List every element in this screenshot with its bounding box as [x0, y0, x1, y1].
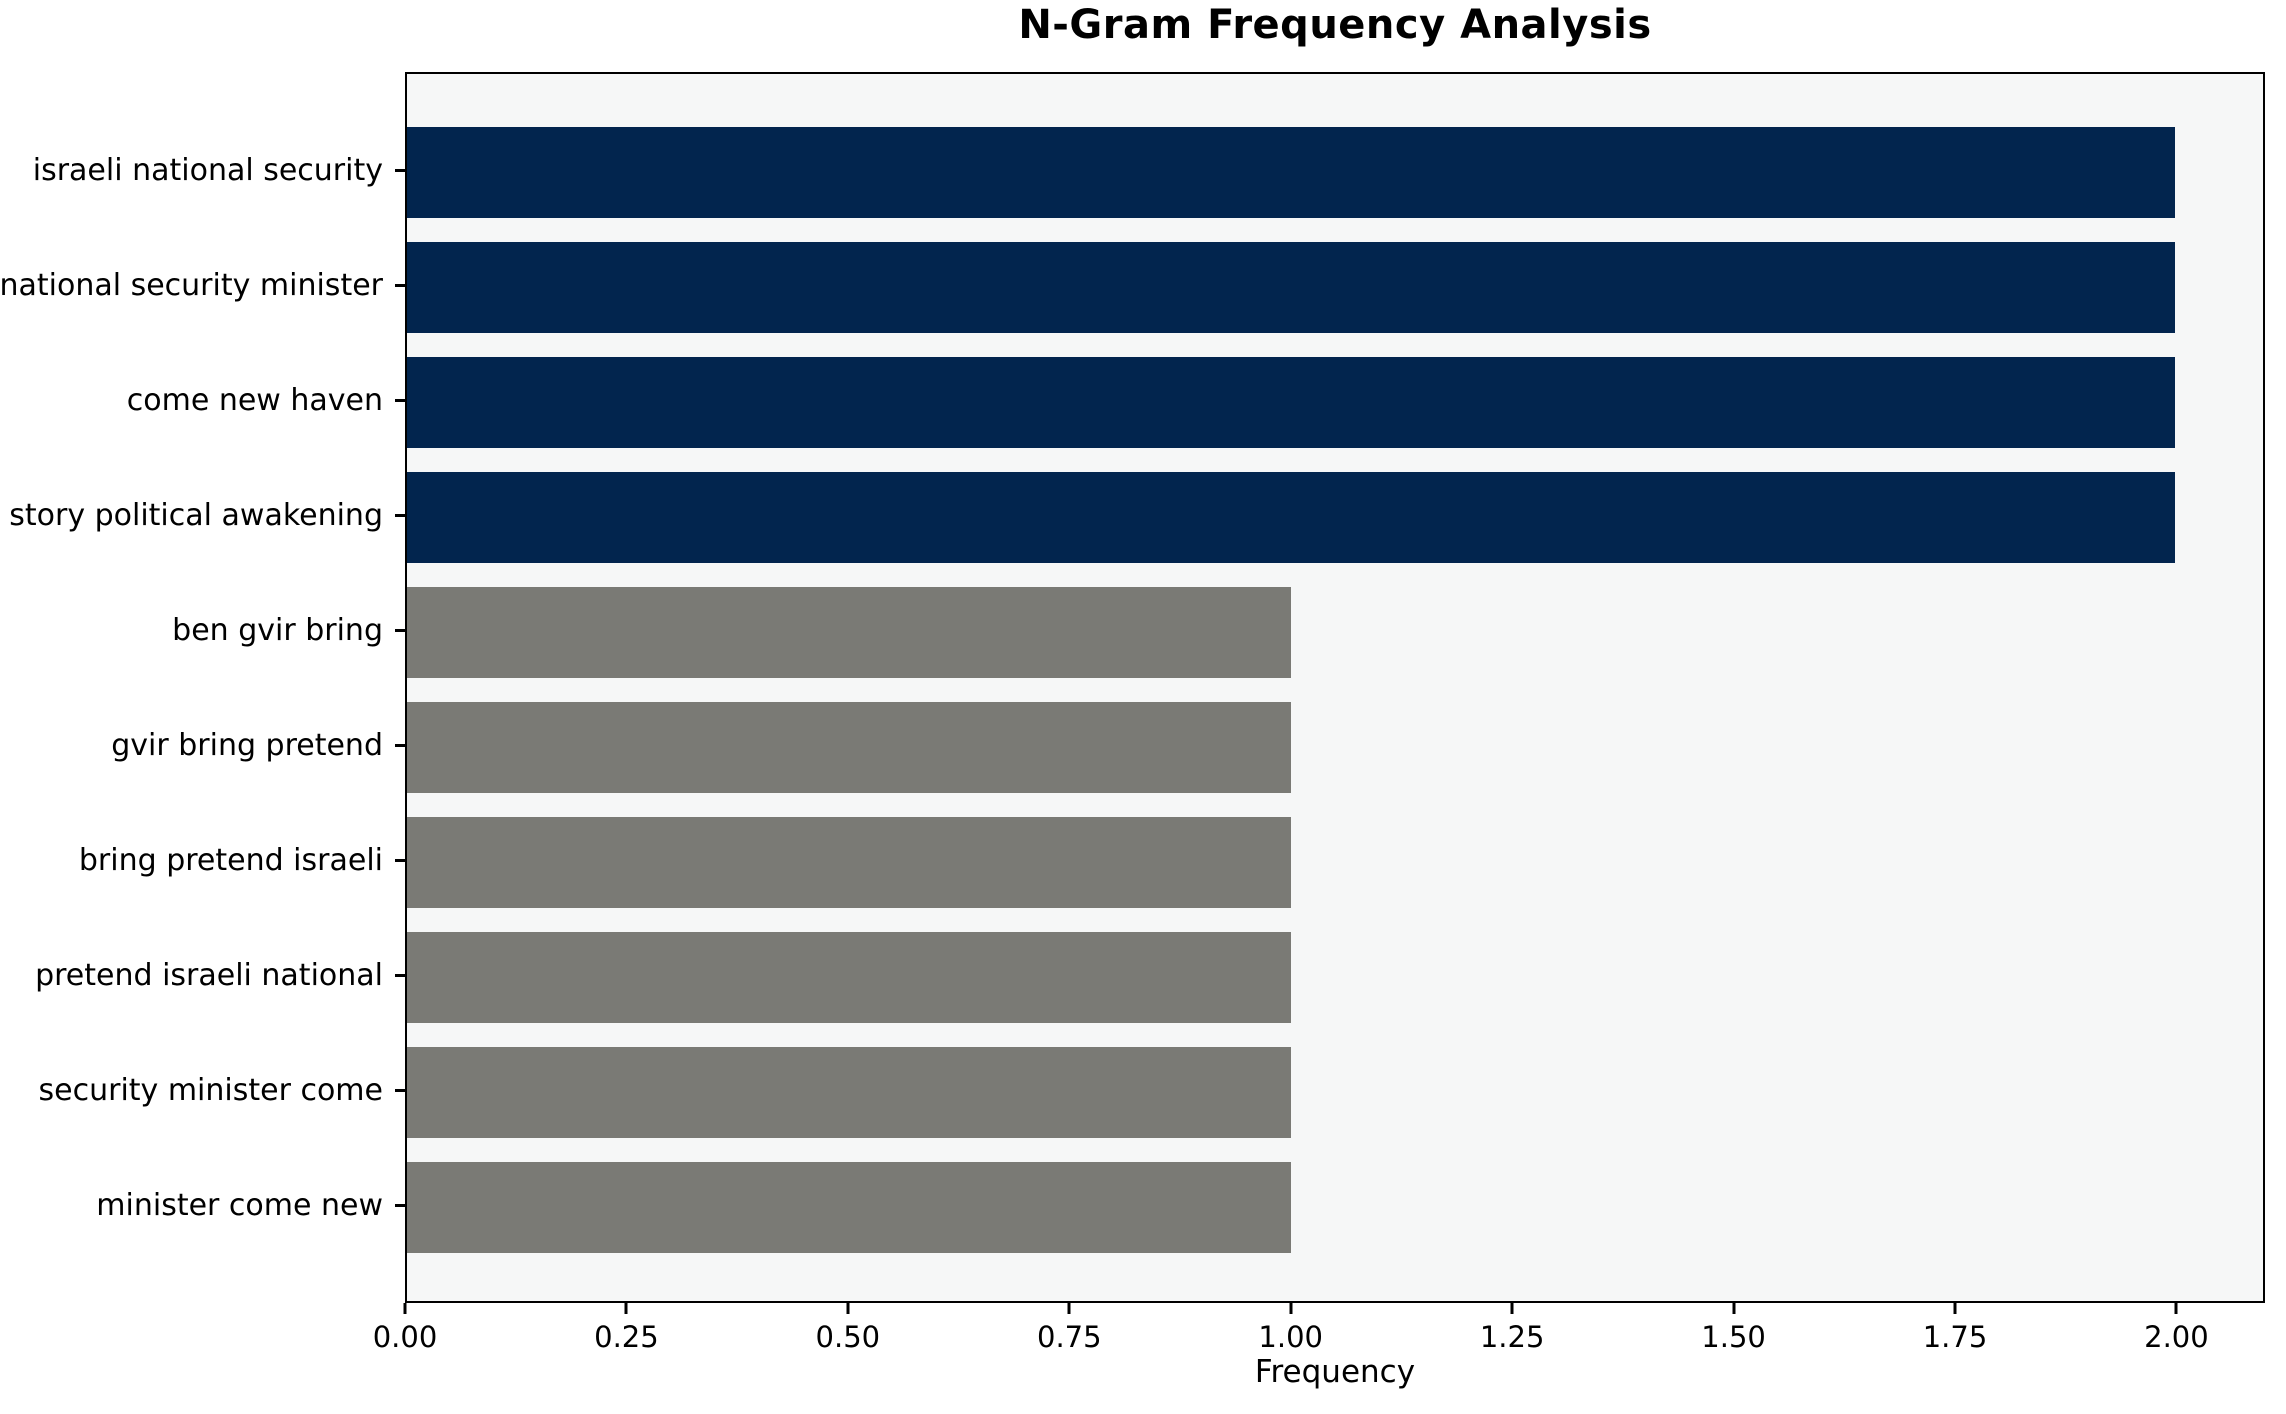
- y-tick-label: security minister come: [38, 1073, 383, 1108]
- y-row: story political awakening: [0, 458, 405, 573]
- x-tick-label: 1.25: [1479, 1320, 1545, 1354]
- x-axis-title: Frequency: [1254, 1354, 1416, 1390]
- y-tick-label: come new haven: [126, 383, 383, 418]
- y-tick-label: minister come new: [96, 1188, 383, 1223]
- x-axis: 0.00 0.25 0.50 0.75 1.00 1.25 1.50 1.75 2.00: [373, 1303, 2265, 1363]
- y-tick-label: israeli national security: [32, 153, 383, 188]
- y-tick-mark: [395, 1204, 405, 1207]
- x-tick-mark: [1732, 1303, 1736, 1314]
- bar-row: [407, 920, 2263, 1035]
- x-tick-mark: [624, 1303, 628, 1314]
- x-tick-label: 0.75: [1036, 1320, 1102, 1354]
- plot-area: [405, 72, 2265, 1303]
- x-tick-mark: [1953, 1303, 1957, 1314]
- bar: [407, 702, 1291, 793]
- y-row: minister come new: [0, 1148, 405, 1263]
- bar: [407, 817, 1291, 908]
- y-row: bring pretend israeli: [0, 803, 405, 918]
- bar-row: [407, 1035, 2263, 1150]
- y-tick-label: ben gvir bring: [172, 613, 383, 648]
- x-tick-label: 1.50: [1701, 1320, 1766, 1354]
- x-tick-label: 2.00: [2144, 1320, 2209, 1354]
- bar: [407, 357, 2175, 448]
- y-row: gvir bring pretend: [0, 688, 405, 803]
- x-tick-mark: [1289, 1303, 1293, 1314]
- bar-row: [407, 115, 2263, 230]
- y-row: israeli national security: [0, 113, 405, 228]
- y-tick-mark: [395, 974, 405, 977]
- y-tick-mark: [395, 859, 405, 862]
- y-tick-label: pretend israeli national: [35, 958, 383, 993]
- x-tick-mark: [403, 1303, 407, 1314]
- bar: [407, 1162, 1291, 1253]
- y-tick-label: story political awakening: [9, 498, 383, 533]
- bar-row: [407, 1150, 2263, 1265]
- y-tick-mark: [395, 514, 405, 517]
- bar-row: [407, 345, 2263, 460]
- bar-row: [407, 230, 2263, 345]
- bar: [407, 472, 2175, 563]
- x-tick-label: 0.00: [372, 1320, 438, 1354]
- chart-title: N-Gram Frequency Analysis: [1018, 2, 1652, 48]
- x-tick-label: 1.00: [1258, 1320, 1323, 1354]
- y-tick-label: gvir bring pretend: [111, 728, 383, 763]
- y-tick-mark: [395, 169, 405, 172]
- bar-row: [407, 460, 2263, 575]
- x-tick-mark: [2174, 1303, 2178, 1314]
- y-row: pretend israeli national: [0, 918, 405, 1033]
- bar-row: [407, 805, 2263, 920]
- bar: [407, 932, 1291, 1023]
- x-tick-label: 1.75: [1922, 1320, 1988, 1354]
- y-tick-label: national security minister: [0, 268, 383, 303]
- x-tick-label: 0.50: [815, 1320, 881, 1354]
- y-row: ben gvir bring: [0, 573, 405, 688]
- y-row: national security minister: [0, 228, 405, 343]
- x-tick-mark: [1510, 1303, 1514, 1314]
- x-tick-label: 0.25: [594, 1320, 659, 1354]
- y-axis: israeli national security national securi…: [0, 72, 405, 1303]
- y-tick-mark: [395, 629, 405, 632]
- y-row: come new haven: [0, 343, 405, 458]
- y-tick-mark: [395, 1089, 405, 1092]
- bar: [407, 127, 2175, 218]
- y-tick-mark: [395, 284, 405, 287]
- bar: [407, 1047, 1291, 1138]
- x-tick-mark: [1067, 1303, 1071, 1314]
- y-tick-label: bring pretend israeli: [78, 843, 383, 878]
- y-tick-mark: [395, 399, 405, 402]
- bar: [407, 587, 1291, 678]
- bar-row: [407, 690, 2263, 805]
- y-row: security minister come: [0, 1033, 405, 1148]
- bar: [407, 242, 2175, 333]
- bar-row: [407, 575, 2263, 690]
- y-tick-mark: [395, 744, 405, 747]
- x-tick-mark: [846, 1303, 850, 1314]
- bars-layer: [407, 74, 2263, 1301]
